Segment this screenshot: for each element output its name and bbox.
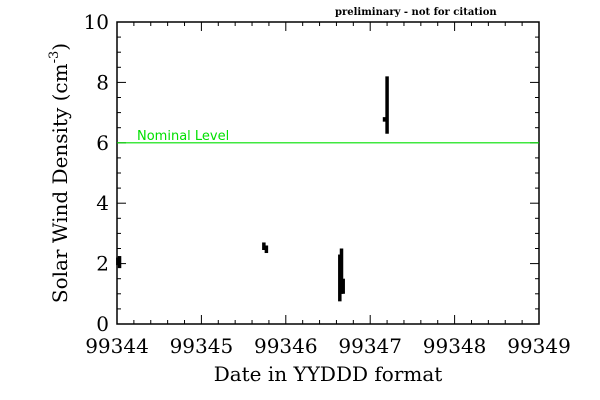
y-axis-title-close: )	[48, 43, 72, 51]
y-axis-title-main: Solar Wind Density (cm	[48, 63, 72, 303]
y-axis-title-superscript: -3	[47, 51, 62, 64]
x-tick-label: 99349	[507, 334, 571, 358]
y-tick-label: 8	[96, 70, 109, 94]
x-axis: 99344 99345 99346 99347 99348 99349	[85, 22, 571, 358]
y-tick-label: 0	[96, 312, 109, 336]
x-axis-title: Date in YYDDD format	[214, 362, 443, 386]
y-tick-label: 4	[96, 191, 109, 215]
x-tick-label: 99344	[85, 334, 149, 358]
y-tick-label: 10	[84, 10, 109, 34]
y-tick-label: 2	[96, 252, 109, 276]
plot-frame	[116, 21, 540, 325]
y-tick-label: 6	[96, 131, 109, 155]
x-tick-label: 99346	[254, 334, 318, 358]
y-axis-title: Solar Wind Density (cm-3)	[47, 43, 72, 303]
plot-border	[116, 21, 540, 325]
data-series	[116, 76, 389, 302]
y-axis: 0 2 4 6 8 10	[84, 10, 539, 336]
x-tick-label: 99348	[423, 334, 487, 358]
nominal-level-label: Nominal Level	[137, 129, 229, 144]
preliminary-annotation: preliminary - not for citation	[335, 7, 497, 18]
x-tick-label: 99345	[170, 334, 234, 358]
x-tick-label: 99347	[338, 334, 402, 358]
